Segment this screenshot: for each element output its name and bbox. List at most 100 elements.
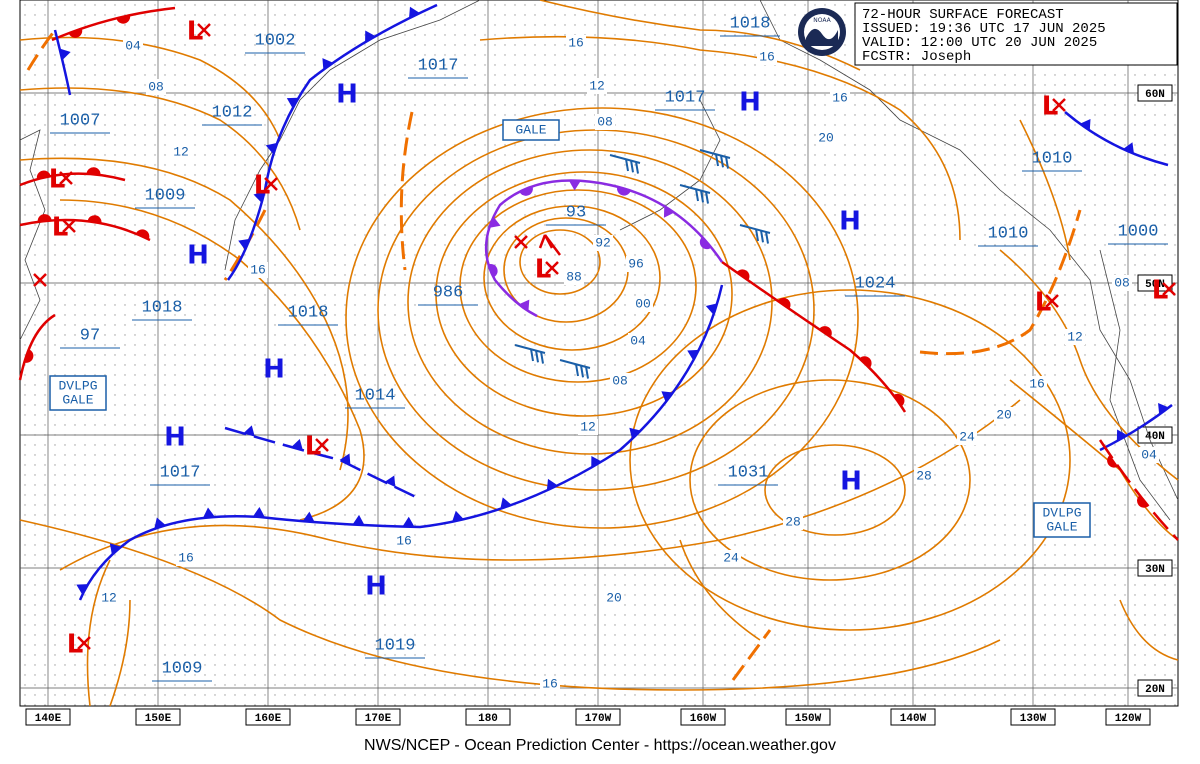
tri-front (226, 3, 438, 281)
central-pressure: 1012 (212, 103, 253, 122)
isobar-label-bg (587, 78, 607, 94)
isobar-label-bg (99, 590, 119, 606)
semi-front (19, 218, 151, 242)
front-triangle (568, 180, 581, 191)
isobar-label-bg (1139, 447, 1159, 463)
trough (731, 629, 772, 681)
front-triangle (663, 206, 675, 218)
header-line: 72-HOUR SURFACE FORECAST (862, 7, 1064, 23)
front-triangle (1122, 142, 1134, 154)
high-center: H (739, 88, 761, 118)
header-line: ISSUED: 19:36 UTC 17 JUN 2025 (862, 21, 1106, 37)
front-triangle (202, 507, 215, 518)
isobar-label-bg (757, 49, 777, 65)
front-triangle (252, 506, 265, 518)
wind-barb-flag (580, 365, 584, 378)
front-triangle (384, 475, 396, 488)
wind-barb (609, 154, 641, 164)
front-triangle (322, 58, 334, 70)
wind-barb-flag (540, 351, 544, 364)
front-triangle (76, 584, 88, 595)
isobar-label-bg (176, 550, 196, 566)
isobar-label: 20 (818, 130, 834, 145)
wind-barb-flag (695, 188, 699, 202)
low-x (264, 177, 278, 191)
isobar-label-bg (1027, 376, 1047, 392)
isobar (459, 189, 697, 383)
front-triangle (265, 142, 278, 155)
central-pressure: 1010 (1032, 149, 1073, 168)
isobar-label-bg (783, 514, 803, 530)
isobar-label-bg (123, 38, 143, 54)
isobar-label-bg (1065, 329, 1085, 345)
isobar-label-bg (994, 407, 1014, 423)
front-triangle (402, 516, 415, 527)
isobar (59, 399, 1021, 571)
central-pressure: 1018 (730, 14, 771, 33)
lat-label: 30N (1145, 564, 1165, 576)
low-x (197, 23, 211, 37)
front-semicircle (1107, 454, 1119, 468)
low-x (1162, 282, 1176, 296)
isobar-label-bg (604, 590, 624, 606)
wind-barb-flag (630, 160, 634, 173)
isobar-label: 16 (568, 35, 584, 50)
gale-label: GALE (62, 392, 93, 407)
front-triangle (352, 514, 365, 526)
lon-label: 150E (145, 713, 172, 725)
gale-label: GALE (1046, 519, 1077, 534)
isobar-label: 96 (628, 256, 644, 271)
isobar (764, 444, 906, 536)
isobar-label: 16 (178, 550, 194, 565)
low-x (77, 636, 91, 650)
high-center: H (164, 423, 186, 453)
isobar-label-bg (578, 419, 598, 435)
isobar-label: 16 (832, 90, 848, 105)
wind-barb (739, 224, 771, 234)
tri-front (1064, 111, 1169, 167)
front-semicircle (37, 214, 52, 222)
front-triangle (409, 6, 420, 19)
logo-text: NOAA (813, 17, 831, 24)
isobar-label-bg (957, 429, 977, 445)
central-pressure: 1017 (418, 56, 459, 75)
front-triangle (365, 30, 376, 43)
lon-label-box (135, 708, 181, 726)
isobar-label: 16 (396, 533, 412, 548)
isobar-label: 24 (723, 550, 739, 565)
front-triangle (1079, 118, 1091, 131)
isobar (19, 519, 1001, 691)
isobar (629, 289, 1071, 631)
front-triangle (489, 216, 501, 228)
lon-label: 180 (478, 713, 498, 725)
central-pressure: 1018 (288, 303, 329, 322)
lon-label-box (25, 708, 71, 726)
central-pressure: 97 (80, 326, 100, 345)
lon-label: 130W (1020, 713, 1047, 725)
wind-barb-flag (705, 191, 709, 204)
isobar-label: 04 (630, 333, 646, 348)
lon-label-box (785, 708, 831, 726)
front-semicircle (86, 167, 101, 175)
isobar-label: 00 (635, 296, 651, 311)
wind-barb-flag (765, 231, 769, 244)
central-pressure: 1031 (728, 463, 769, 482)
occl-front (484, 179, 724, 318)
low-x (59, 171, 73, 185)
semi-front (1098, 439, 1179, 541)
lat-label-box (1137, 274, 1173, 292)
map-background (20, 0, 1178, 706)
central-pressure: 1009 (162, 659, 203, 678)
isobar (435, 171, 733, 417)
front-triangle (546, 478, 558, 491)
front-triangle (518, 299, 530, 312)
lat-label: 20N (1145, 684, 1165, 696)
high-center: H (336, 80, 358, 110)
isobar (109, 599, 131, 707)
high-center: H (365, 572, 387, 602)
low-x (514, 235, 528, 249)
isobar-label-bg (830, 90, 850, 106)
isobar (1119, 599, 1179, 661)
lon-label-box (890, 708, 936, 726)
central-pressure: 1018 (142, 298, 183, 317)
